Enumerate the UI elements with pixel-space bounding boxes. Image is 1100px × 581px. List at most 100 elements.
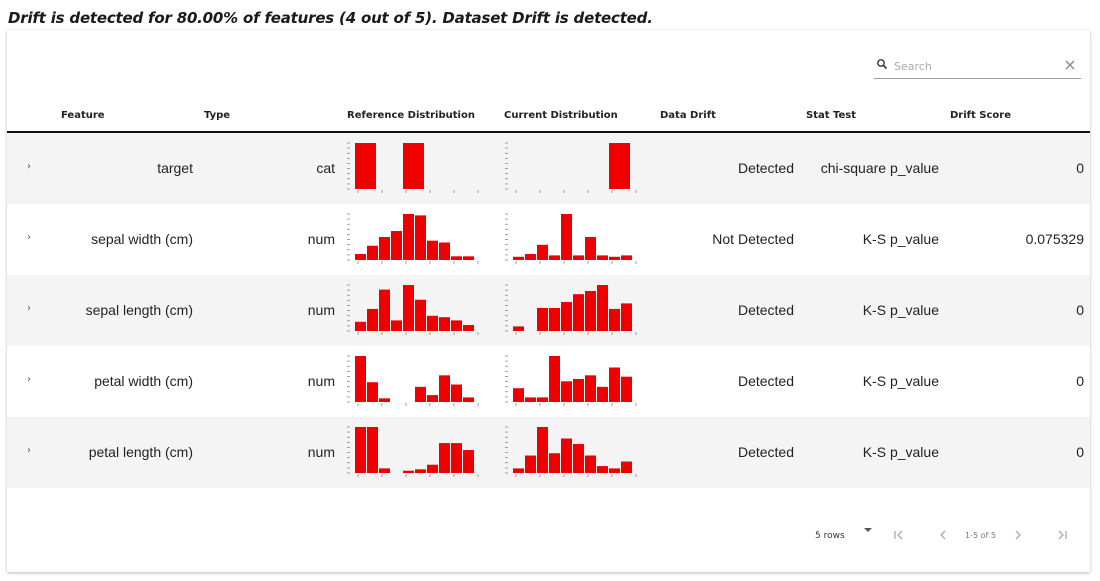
column-header-feature[interactable]: Feature bbox=[61, 110, 105, 121]
histogram-bar bbox=[439, 375, 450, 402]
histogram-bar bbox=[513, 326, 524, 331]
histogram-bar bbox=[597, 285, 608, 331]
column-header-current-distribution[interactable]: Current Distribution bbox=[504, 110, 618, 121]
column-header-reference-distribution[interactable]: Reference Distribution bbox=[347, 110, 475, 121]
histogram-bar bbox=[609, 143, 630, 189]
table-row: › target cat Detected chi-square p_value… bbox=[7, 133, 1090, 204]
histogram-bar bbox=[427, 315, 438, 331]
histogram-bar bbox=[415, 469, 426, 473]
histogram-bar bbox=[561, 381, 572, 402]
histogram-bar bbox=[355, 356, 366, 402]
histogram-bar bbox=[585, 375, 596, 402]
feature-type: num bbox=[307, 373, 335, 389]
stat-test: K-S p_value bbox=[862, 231, 939, 247]
histogram-bar bbox=[621, 376, 632, 402]
histogram-bar bbox=[537, 397, 548, 402]
feature-name: petal width (cm) bbox=[94, 373, 193, 389]
histogram-bar bbox=[585, 290, 596, 331]
expand-row-chevron-icon[interactable]: › bbox=[27, 374, 31, 385]
histogram-bar bbox=[609, 308, 620, 331]
histogram-bar bbox=[463, 256, 474, 260]
histogram-bar bbox=[537, 308, 548, 331]
histogram-bar bbox=[451, 320, 462, 331]
expand-row-chevron-icon[interactable]: › bbox=[27, 303, 31, 314]
histogram-bar bbox=[561, 438, 572, 473]
last-page-icon[interactable] bbox=[1055, 528, 1069, 542]
drift-summary-headline: Drift is detected for 80.00% of features… bbox=[8, 9, 653, 27]
previous-page-icon[interactable] bbox=[936, 528, 950, 542]
rows-per-page-select[interactable]: 5 rows bbox=[815, 531, 845, 541]
histogram-bar bbox=[427, 395, 438, 402]
clear-search-icon[interactable] bbox=[1063, 58, 1077, 72]
table-row: › petal length (cm) num Detected K-S p_v… bbox=[7, 417, 1090, 488]
drift-score: 0.075329 bbox=[1025, 231, 1084, 247]
table-row: › sepal length (cm) num Detected K-S p_v… bbox=[7, 275, 1090, 346]
current-distribution-histogram bbox=[505, 426, 637, 477]
histogram-bar bbox=[439, 443, 450, 473]
current-distribution-histogram bbox=[505, 284, 637, 335]
histogram-bar bbox=[403, 285, 414, 331]
stat-test: K-S p_value bbox=[862, 373, 939, 389]
reference-distribution-histogram bbox=[347, 213, 479, 264]
histogram-bar bbox=[513, 388, 524, 402]
histogram-bar bbox=[379, 289, 390, 331]
histogram-bar bbox=[355, 254, 366, 260]
histogram-bar bbox=[549, 356, 560, 402]
expand-row-chevron-icon[interactable]: › bbox=[27, 445, 31, 456]
histogram-bar bbox=[609, 468, 620, 473]
feature-name: petal length (cm) bbox=[88, 444, 193, 460]
histogram-bar bbox=[573, 379, 584, 402]
histogram-bar bbox=[439, 317, 450, 331]
data-drift-status: Not Detected bbox=[712, 231, 794, 247]
drift-score: 0 bbox=[1076, 444, 1084, 460]
data-drift-status: Detected bbox=[737, 373, 794, 389]
histogram-bar bbox=[355, 427, 366, 473]
histogram-bar bbox=[463, 325, 474, 331]
current-distribution-histogram bbox=[505, 142, 637, 193]
column-header-stat-test[interactable]: Stat Test bbox=[806, 110, 856, 121]
reference-distribution-histogram bbox=[347, 284, 479, 335]
reference-distribution-histogram bbox=[347, 355, 479, 406]
histogram-bar bbox=[549, 453, 560, 473]
histogram-bar bbox=[355, 143, 376, 189]
histogram-bar bbox=[585, 455, 596, 473]
column-header-type[interactable]: Type bbox=[204, 110, 231, 121]
histogram-bar bbox=[415, 299, 426, 331]
histogram-bar bbox=[597, 386, 608, 402]
page-info: 1-5 of 5 bbox=[965, 531, 996, 540]
histogram-bar bbox=[537, 244, 548, 260]
histogram-bar bbox=[451, 443, 462, 473]
data-drift-status: Detected bbox=[737, 444, 794, 460]
expand-row-chevron-icon[interactable]: › bbox=[27, 161, 31, 172]
expand-row-chevron-icon[interactable]: › bbox=[27, 232, 31, 243]
histogram-bar bbox=[549, 255, 560, 260]
histogram-bar bbox=[525, 254, 536, 260]
histogram-bar bbox=[427, 464, 438, 473]
search-input[interactable] bbox=[892, 55, 1066, 77]
table-row: › petal width (cm) num Detected K-S p_va… bbox=[7, 346, 1090, 417]
histogram-bar bbox=[391, 231, 402, 260]
histogram-bar bbox=[379, 237, 390, 260]
histogram-bar bbox=[367, 245, 378, 260]
histogram-bar bbox=[379, 468, 390, 473]
column-header-data-drift[interactable]: Data Drift bbox=[660, 110, 716, 121]
feature-type: cat bbox=[316, 160, 335, 176]
current-distribution-histogram bbox=[505, 355, 637, 406]
histogram-bar bbox=[585, 237, 596, 260]
caret-down-icon[interactable] bbox=[863, 526, 873, 534]
histogram-bar bbox=[621, 303, 632, 331]
histogram-bar bbox=[597, 466, 608, 473]
search-icon bbox=[877, 59, 888, 70]
histogram-bar bbox=[549, 308, 560, 331]
next-page-icon[interactable] bbox=[1011, 528, 1025, 542]
feature-name: sepal length (cm) bbox=[85, 302, 193, 318]
first-page-icon[interactable] bbox=[892, 528, 906, 542]
histogram-bar bbox=[463, 397, 474, 402]
histogram-bar bbox=[403, 143, 424, 189]
histogram-bar bbox=[573, 444, 584, 473]
stat-test: K-S p_value bbox=[862, 444, 939, 460]
histogram-bar bbox=[537, 427, 548, 473]
histogram-bar bbox=[439, 242, 450, 260]
histogram-bar bbox=[561, 214, 572, 260]
column-header-drift-score[interactable]: Drift Score bbox=[950, 110, 1011, 121]
